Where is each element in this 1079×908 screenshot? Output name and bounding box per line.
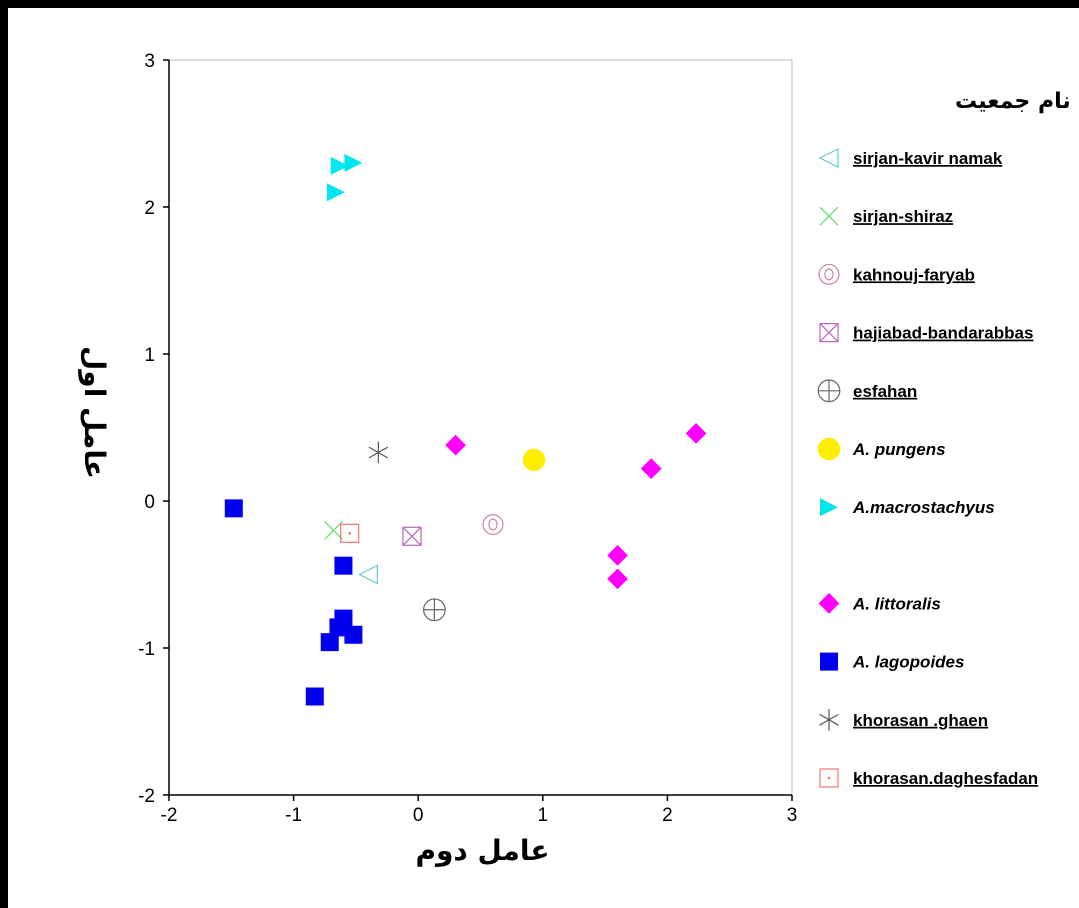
data-point bbox=[445, 434, 466, 456]
legend-marker bbox=[817, 437, 841, 461]
y-tick-label: 2 bbox=[144, 198, 155, 219]
y-axis-label: عامل اول bbox=[78, 346, 111, 479]
legend-label: sirjan-shiraz bbox=[853, 207, 953, 226]
data-point bbox=[522, 448, 546, 472]
y-tick-label: 0 bbox=[144, 492, 155, 513]
data-point bbox=[607, 545, 628, 566]
x-tick-label: 2 bbox=[662, 805, 673, 826]
y-axis-ticks: 3 2 1 0 -1 -2 bbox=[138, 51, 169, 807]
legend-marker bbox=[819, 206, 839, 226]
y-tick-label: -1 bbox=[138, 639, 155, 660]
y-tick-label: -2 bbox=[138, 786, 155, 807]
data-point bbox=[344, 625, 363, 644]
legend-marker bbox=[817, 379, 841, 403]
data-point bbox=[640, 458, 662, 480]
legend-marker bbox=[819, 323, 839, 343]
data-point bbox=[329, 618, 348, 637]
legend-marker bbox=[818, 263, 840, 285]
data-point bbox=[685, 423, 707, 444]
legend: نام جمعیت sirjan-kavir namak sirjan-shira… bbox=[817, 89, 1071, 788]
data-point bbox=[320, 633, 339, 652]
data-point bbox=[305, 687, 324, 706]
legend-label: kahnouj-faryab bbox=[853, 265, 975, 284]
legend-label: sirjan-kavir namak bbox=[853, 149, 1003, 168]
legend-label: esfahan bbox=[853, 382, 917, 401]
y-tick-label: 3 bbox=[144, 51, 155, 72]
data-point bbox=[607, 568, 628, 590]
data-point bbox=[402, 526, 422, 546]
data-point bbox=[422, 598, 446, 622]
x-tick-label: 0 bbox=[413, 805, 424, 826]
data-point bbox=[326, 183, 345, 202]
y-tick-label: 1 bbox=[144, 345, 155, 366]
legend-label: hajiabad-bandarabbas bbox=[853, 324, 1033, 343]
data-point bbox=[224, 499, 243, 518]
x-tick-label: 1 bbox=[538, 805, 549, 826]
data-points bbox=[224, 153, 707, 706]
data-point bbox=[358, 564, 378, 585]
data-point bbox=[340, 523, 360, 543]
x-tick-label: -2 bbox=[161, 805, 178, 826]
x-axis-ticks: -2 -1 0 1 2 3 bbox=[161, 795, 798, 826]
data-point bbox=[482, 514, 504, 536]
legend-label: khorasan .ghaen bbox=[853, 711, 988, 730]
data-point bbox=[334, 556, 353, 575]
legend-marker bbox=[819, 708, 839, 731]
x-tick-label: 3 bbox=[787, 805, 798, 826]
legend-label: A. lagopoides bbox=[852, 653, 964, 672]
legend-label: A. littoralis bbox=[852, 594, 941, 613]
data-point bbox=[324, 520, 343, 540]
data-point bbox=[344, 153, 363, 172]
legend-label: A.macrostachyus bbox=[852, 498, 995, 517]
x-tick-label: -1 bbox=[285, 805, 302, 826]
legend-label: khorasan.daghesfadan bbox=[853, 769, 1038, 788]
data-point bbox=[368, 441, 389, 464]
plot-area bbox=[168, 59, 793, 796]
legend-marker bbox=[820, 652, 838, 671]
legend-items: sirjan-kavir namak sirjan-shiraz kahnouj-f… bbox=[817, 148, 1038, 788]
legend-marker bbox=[818, 593, 840, 614]
legend-title: نام جمعیت bbox=[955, 89, 1071, 114]
legend-label: A. pungens bbox=[852, 440, 946, 459]
x-axis-label: عامل دوم bbox=[415, 834, 549, 867]
legend-marker bbox=[820, 498, 838, 517]
legend-marker bbox=[819, 768, 839, 788]
legend-marker bbox=[818, 148, 839, 168]
data-point bbox=[330, 156, 349, 175]
